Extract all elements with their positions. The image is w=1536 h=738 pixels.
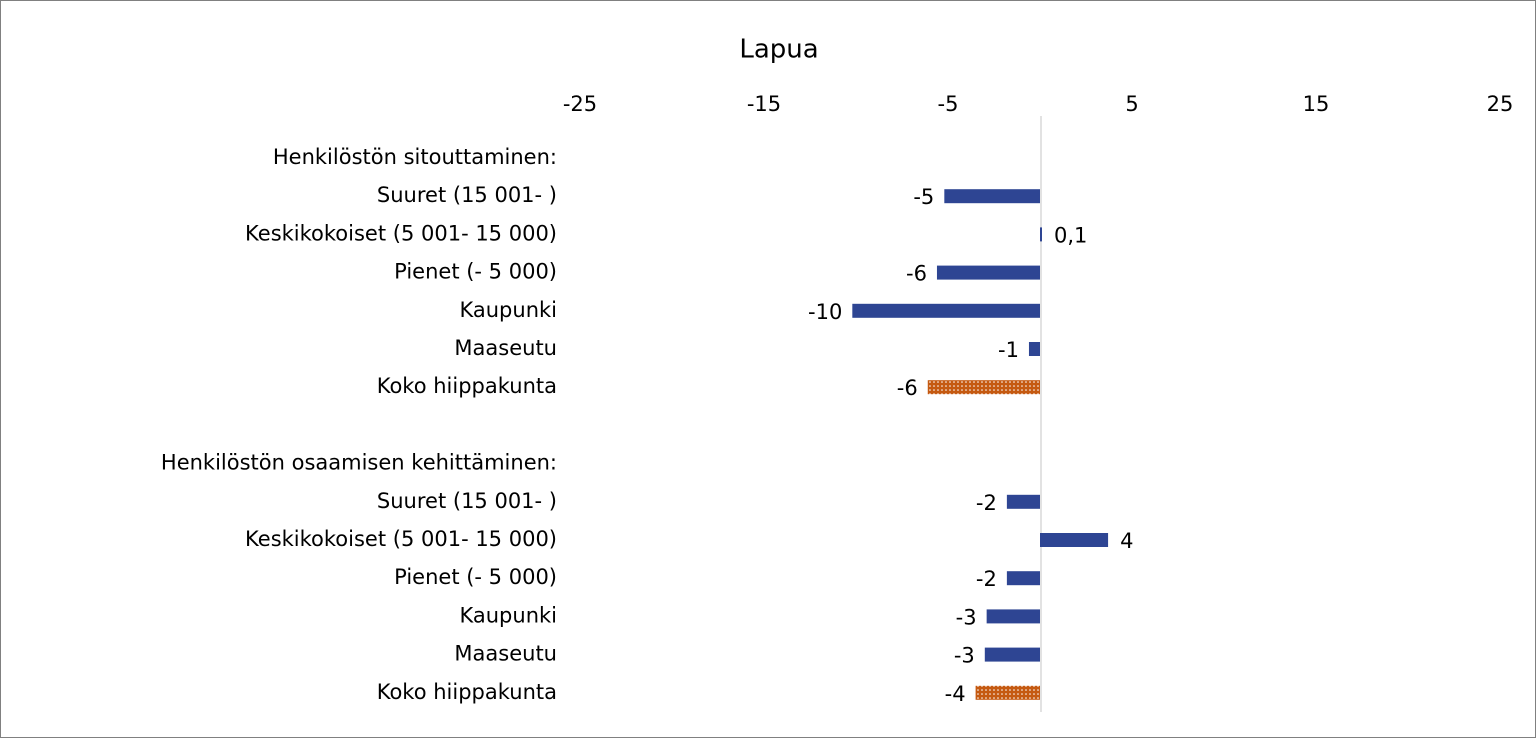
data-label: -2 (976, 567, 997, 591)
data-label: 4 (1120, 529, 1133, 553)
y-tick-label: Koko hiippakunta (377, 680, 557, 704)
bar (975, 685, 1040, 700)
bar (1040, 227, 1042, 242)
bar (852, 303, 1040, 318)
x-tick-label: 5 (1125, 92, 1138, 116)
bar (1028, 342, 1040, 356)
y-tick-label: Suuret (15 001- ) (377, 183, 557, 207)
data-label: -1 (998, 338, 1019, 362)
data-label: -5 (913, 185, 934, 209)
bar (1040, 533, 1109, 547)
x-tick-label: -25 (563, 92, 597, 116)
y-tick-label: Suuret (15 001- ) (377, 489, 557, 513)
chart-title: Lapua (739, 35, 818, 65)
data-label: -3 (954, 644, 975, 668)
y-tick-label: Keskikokoiset (5 001- 15 000) (245, 527, 557, 551)
y-tick-label: Henkilöstön sitouttaminen: (273, 145, 557, 169)
y-tick-label: Kaupunki (459, 603, 557, 627)
y-tick-label: Maaseutu (454, 336, 557, 360)
data-label: -6 (906, 262, 927, 286)
bar (927, 380, 1040, 395)
y-tick-label: Pienet (- 5 000) (394, 565, 557, 589)
data-label: -2 (976, 491, 997, 515)
y-tick-label: Koko hiippakunta (377, 374, 557, 398)
x-tick-label: -15 (747, 92, 781, 116)
bar (1006, 494, 1040, 509)
data-label: -4 (945, 682, 966, 706)
y-tick-label: Pienet (- 5 000) (394, 260, 557, 284)
y-tick-label: Maaseutu (454, 642, 557, 666)
bar (1006, 571, 1040, 586)
bar (986, 609, 1040, 624)
data-label: 0,1 (1054, 223, 1087, 247)
y-tick-label: Henkilöstön osaamisen kehittäminen: (161, 451, 557, 475)
data-label: -6 (897, 376, 918, 400)
bar (944, 189, 1040, 204)
x-tick-label: 15 (1303, 92, 1330, 116)
bar (984, 647, 1040, 662)
data-label: -10 (808, 300, 842, 324)
y-tick-label: Kaupunki (459, 298, 557, 322)
bar (936, 265, 1040, 280)
data-label: -3 (956, 605, 977, 629)
x-tick-label: 25 (1487, 92, 1514, 116)
x-tick-label: -5 (938, 92, 959, 116)
y-tick-label: Keskikokoiset (5 001- 15 000) (245, 221, 557, 245)
